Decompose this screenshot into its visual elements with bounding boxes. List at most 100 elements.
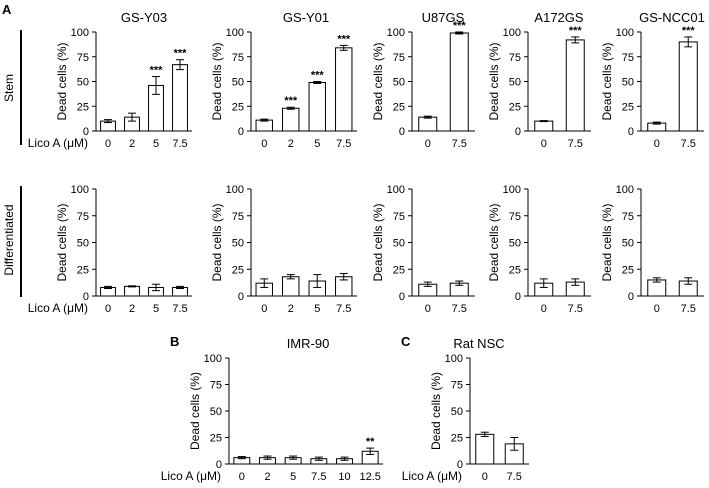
x-tick-label: 7.5 [172, 138, 187, 150]
x-tick-label: 7.5 [336, 303, 351, 315]
bar [449, 32, 469, 132]
y-tick-label: 75 [77, 211, 89, 223]
x-tick-label: 10 [338, 471, 350, 483]
y-tick-label: 50 [77, 238, 89, 250]
row-label-stem: Stem [2, 74, 16, 102]
significance-marker: *** [569, 25, 583, 37]
y-tick-label: 0 [399, 126, 405, 138]
y-axis-label: Dead cells (%) [600, 203, 614, 281]
bar [308, 81, 326, 132]
y-axis-label: Dead cells (%) [487, 42, 501, 120]
x-axis-label: Lico A (μM) [28, 301, 88, 315]
x-tick-label: 12.5 [359, 471, 380, 483]
y-tick-label: 0 [628, 126, 634, 138]
y-tick-label: 0 [83, 126, 89, 138]
bar [282, 276, 300, 297]
y-tick-label: 25 [509, 264, 521, 276]
y-tick-label: 25 [210, 433, 222, 445]
y-tick-label: 50 [232, 77, 244, 89]
y-tick-label: 100 [387, 27, 405, 39]
row-label-differentiated: Differentiated [2, 204, 16, 275]
x-tick-label: 0 [425, 138, 431, 150]
bar [335, 47, 353, 132]
x-tick-label: 7.5 [681, 138, 696, 150]
y-tick-label: 75 [393, 211, 405, 223]
y-tick-label: 75 [77, 52, 89, 64]
y-tick-label: 0 [515, 291, 521, 303]
bar [172, 64, 188, 132]
y-tick-label: 0 [399, 291, 405, 303]
y-tick-label: 25 [622, 101, 634, 113]
x-axis-label: Lico A (μM) [161, 469, 221, 483]
significance-marker: *** [311, 70, 325, 82]
x-tick-label: 7.5 [507, 471, 522, 483]
y-axis-label: Dead cells (%) [210, 203, 224, 281]
y-tick-label: 25 [622, 264, 634, 276]
y-tick-label: 75 [509, 52, 521, 64]
y-axis-label: Dead cells (%) [371, 42, 385, 120]
bar [475, 433, 495, 465]
y-axis-label: Dead cells (%) [188, 372, 202, 450]
y-tick-label: 100 [445, 353, 463, 365]
y-tick-label: 75 [393, 52, 405, 64]
significance-marker: *** [284, 95, 298, 107]
y-tick-label: 50 [451, 406, 463, 418]
y-tick-label: 50 [622, 77, 634, 89]
y-tick-label: 50 [509, 238, 521, 250]
y-tick-label: 0 [83, 291, 89, 303]
y-tick-label: 75 [622, 211, 634, 223]
y-tick-label: 100 [71, 184, 89, 196]
y-axis-label: Dead cells (%) [600, 42, 614, 120]
x-axis-label: Lico A (μM) [28, 136, 88, 150]
y-tick-label: 50 [232, 238, 244, 250]
y-tick-label: 50 [210, 406, 222, 418]
x-tick-label: 0 [105, 138, 111, 150]
y-tick-label: 75 [509, 211, 521, 223]
x-tick-label: 0 [239, 471, 245, 483]
y-tick-label: 0 [515, 126, 521, 138]
y-axis-label: Dead cells (%) [429, 372, 443, 450]
bar [565, 39, 585, 132]
x-tick-label: 7.5 [452, 138, 467, 150]
significance-marker: *** [453, 20, 467, 32]
y-tick-label: 0 [216, 459, 222, 471]
significance-marker: *** [150, 65, 164, 77]
y-tick-label: 25 [393, 264, 405, 276]
y-tick-label: 50 [622, 238, 634, 250]
x-tick-label: 2 [264, 471, 270, 483]
y-tick-label: 50 [509, 77, 521, 89]
x-tick-label: 7.5 [568, 303, 583, 315]
significance-marker: *** [682, 25, 696, 37]
bar [255, 119, 273, 132]
x-tick-label: 0 [482, 471, 488, 483]
bar [418, 116, 438, 132]
x-tick-label: 0 [261, 138, 267, 150]
y-axis-label: Dead cells (%) [210, 42, 224, 120]
chart-title: GS-NCC01 [639, 10, 705, 25]
x-tick-label: 5 [290, 471, 296, 483]
x-tick-label: 2 [129, 303, 135, 315]
x-tick-label: 5 [153, 303, 159, 315]
chart-title: A172GS [534, 10, 583, 25]
x-tick-label: 0 [425, 303, 431, 315]
x-tick-label: 0 [261, 303, 267, 315]
significance-marker: *** [337, 33, 351, 45]
y-tick-label: 75 [451, 380, 463, 392]
bar [678, 41, 698, 132]
x-tick-label: 7.5 [311, 471, 326, 483]
y-tick-label: 100 [71, 27, 89, 39]
y-tick-label: 100 [204, 353, 222, 365]
y-tick-label: 100 [503, 184, 521, 196]
x-tick-label: 7.5 [336, 138, 351, 150]
x-tick-label: 0 [654, 138, 660, 150]
x-tick-label: 2 [288, 303, 294, 315]
y-tick-label: 25 [77, 101, 89, 113]
